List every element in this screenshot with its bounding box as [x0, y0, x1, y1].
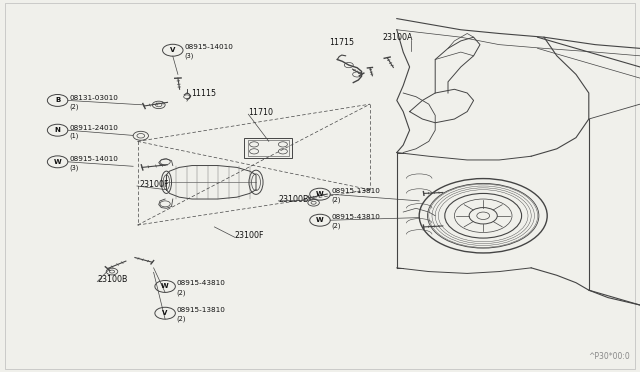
Text: 08131-03010: 08131-03010 [69, 95, 118, 101]
Text: (2): (2) [332, 197, 341, 203]
Text: 08915-43810: 08915-43810 [332, 214, 380, 220]
Text: 23100B: 23100B [278, 195, 308, 203]
Text: V: V [163, 310, 168, 316]
Text: (3): (3) [184, 52, 194, 59]
Text: 08915-14010: 08915-14010 [184, 44, 233, 50]
Text: 08915-43810: 08915-43810 [177, 280, 225, 286]
Text: B: B [55, 97, 60, 103]
Text: W: W [316, 217, 324, 223]
Text: 08915-13810: 08915-13810 [177, 307, 225, 313]
Text: (2): (2) [177, 316, 186, 323]
Text: W: W [316, 191, 324, 197]
Text: 08911-24010: 08911-24010 [69, 125, 118, 131]
Text: 23100A: 23100A [383, 33, 413, 42]
Text: (2): (2) [69, 103, 79, 110]
Text: 08915-13810: 08915-13810 [332, 188, 380, 194]
Text: 23100F: 23100F [235, 231, 264, 240]
Bar [248, 140, 289, 156]
Text: (2): (2) [177, 289, 186, 296]
Bar [244, 138, 292, 158]
Text: N: N [54, 127, 61, 133]
Text: 23100F: 23100F [140, 180, 169, 189]
Text: V: V [170, 47, 175, 53]
Text: 11715: 11715 [330, 38, 355, 47]
Text: (1): (1) [69, 133, 79, 140]
Text: 08915-14010: 08915-14010 [69, 156, 118, 162]
Text: 11710: 11710 [248, 108, 273, 117]
Text: (3): (3) [69, 164, 79, 171]
Text: (2): (2) [332, 223, 341, 230]
Text: W: W [161, 283, 169, 289]
Text: W: W [54, 159, 61, 165]
Text: 23100B: 23100B [97, 275, 127, 284]
Text: 11115: 11115 [191, 89, 216, 98]
Text: ^P30*00:0: ^P30*00:0 [589, 352, 630, 361]
